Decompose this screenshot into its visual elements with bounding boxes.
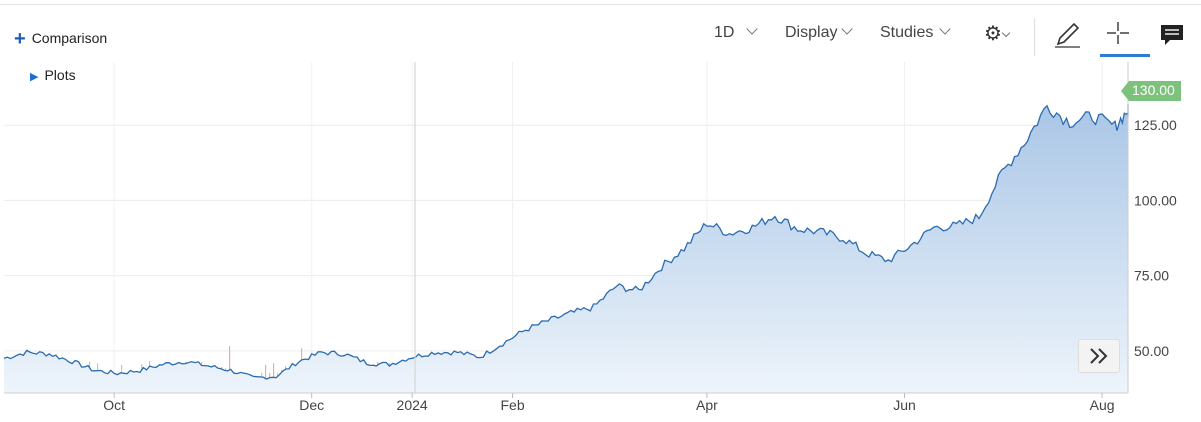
x-tick-label: Dec — [299, 397, 324, 413]
studies-label: Studies — [880, 24, 934, 41]
draw-button[interactable] — [1050, 20, 1084, 50]
y-tick-label: 100.00 — [1134, 192, 1177, 208]
studies-dropdown[interactable]: Studies — [880, 23, 952, 42]
interval-label: 1D — [714, 24, 735, 41]
active-tool-indicator — [1100, 54, 1150, 57]
x-tick-label: Apr — [696, 397, 718, 413]
y-tick-label: 125.00 — [1134, 117, 1177, 133]
plots-label: Plots — [44, 67, 76, 83]
crosshair-icon — [1107, 22, 1129, 44]
x-tick-label: Jun — [893, 397, 916, 413]
plots-toggle[interactable]: ▶ Plots — [30, 67, 76, 83]
double-chevron-right-icon — [1090, 348, 1108, 364]
crosshair-button[interactable] — [1102, 20, 1136, 50]
x-tick-label: Feb — [500, 397, 524, 413]
x-tick-label: 2024 — [397, 397, 428, 413]
display-dropdown[interactable]: Display — [785, 23, 854, 42]
settings-dropdown[interactable]: ⚙ — [984, 21, 1011, 46]
comment-icon — [1161, 25, 1183, 45]
chart-toolbar: + Comparison 1D Display Studies ⚙ — [0, 18, 1201, 58]
y-tick-label: 75.00 — [1134, 268, 1169, 284]
x-tick-label: Oct — [103, 397, 125, 413]
price-area — [4, 104, 1128, 393]
y-tick-label: 50.00 — [1134, 343, 1169, 359]
last-price-label: 130.00 — [1132, 82, 1175, 98]
x-tick-label: Aug — [1090, 397, 1115, 413]
comment-button[interactable] — [1156, 20, 1190, 50]
y-axis-labels: 125.00 100.00 75.00 50.00 — [1134, 117, 1177, 359]
comparison-label: Comparison — [31, 30, 108, 46]
caret-right-icon: ▶ — [30, 71, 39, 83]
top-border — [0, 4, 1201, 5]
price-line — [3, 104, 1129, 380]
last-price-badge — [1121, 81, 1181, 101]
toolbar-divider — [1034, 18, 1035, 56]
pencil-icon — [1055, 22, 1080, 48]
plus-icon: + — [14, 28, 26, 50]
scroll-to-latest-button[interactable] — [1078, 339, 1120, 373]
display-label: Display — [785, 24, 838, 41]
comparison-button[interactable]: + Comparison — [14, 28, 107, 51]
x-axis-labels: Oct Dec 2024 Feb Apr Jun Aug — [103, 393, 1115, 413]
interval-dropdown[interactable]: 1D — [714, 23, 759, 42]
gear-icon: ⚙ — [984, 23, 1002, 45]
